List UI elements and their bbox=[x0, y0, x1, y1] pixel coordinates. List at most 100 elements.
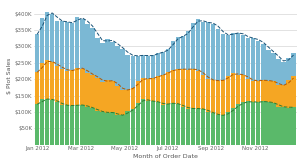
Bar bbox=[241, 75, 245, 102]
Bar bbox=[85, 24, 90, 73]
Bar bbox=[110, 112, 115, 145]
Bar bbox=[136, 103, 140, 145]
Bar bbox=[100, 82, 105, 112]
Bar bbox=[35, 72, 39, 104]
Bar bbox=[75, 68, 79, 105]
Bar bbox=[186, 70, 190, 109]
Bar bbox=[176, 37, 180, 69]
Bar bbox=[95, 38, 100, 78]
Bar bbox=[201, 109, 205, 145]
X-axis label: Month of Order Date: Month of Order Date bbox=[133, 154, 198, 159]
Bar bbox=[150, 55, 155, 78]
Bar bbox=[156, 76, 160, 102]
Bar bbox=[231, 108, 235, 145]
Bar bbox=[171, 70, 175, 103]
Bar bbox=[130, 109, 135, 145]
Bar bbox=[140, 55, 145, 78]
Bar bbox=[236, 104, 240, 145]
Bar bbox=[241, 102, 245, 145]
Bar bbox=[146, 56, 150, 79]
Bar bbox=[161, 105, 165, 145]
Bar bbox=[206, 112, 210, 145]
Bar bbox=[246, 101, 250, 145]
Bar bbox=[176, 104, 180, 145]
Bar bbox=[156, 53, 160, 76]
Bar bbox=[206, 79, 210, 112]
Bar bbox=[221, 35, 225, 80]
Bar bbox=[116, 86, 120, 115]
Bar bbox=[166, 104, 170, 145]
Bar bbox=[60, 105, 64, 145]
Bar bbox=[140, 99, 145, 145]
Bar bbox=[196, 109, 200, 145]
Bar bbox=[65, 22, 69, 71]
Bar bbox=[45, 12, 49, 60]
Bar bbox=[221, 115, 225, 145]
Bar bbox=[150, 78, 155, 101]
Bar bbox=[105, 39, 110, 80]
Bar bbox=[231, 33, 235, 73]
Bar bbox=[156, 102, 160, 145]
Bar bbox=[45, 99, 49, 145]
Bar bbox=[50, 14, 54, 62]
Bar bbox=[40, 99, 44, 145]
Bar bbox=[271, 53, 275, 81]
Bar bbox=[85, 107, 90, 145]
Bar bbox=[216, 115, 220, 145]
Bar bbox=[186, 109, 190, 145]
Bar bbox=[95, 111, 100, 145]
Bar bbox=[161, 52, 165, 75]
Bar bbox=[276, 85, 281, 107]
Bar bbox=[251, 81, 255, 102]
Bar bbox=[85, 73, 90, 107]
Bar bbox=[171, 103, 175, 145]
Bar bbox=[292, 53, 296, 76]
Bar bbox=[271, 81, 275, 103]
Bar bbox=[50, 62, 54, 100]
Bar bbox=[80, 69, 85, 105]
Bar bbox=[226, 35, 230, 76]
Bar bbox=[211, 113, 215, 145]
Bar bbox=[150, 101, 155, 145]
Bar bbox=[75, 105, 79, 145]
Bar bbox=[100, 43, 105, 82]
Bar bbox=[292, 76, 296, 107]
Bar bbox=[196, 19, 200, 71]
Bar bbox=[40, 18, 44, 63]
Bar bbox=[191, 23, 195, 69]
Bar bbox=[70, 106, 74, 145]
Bar bbox=[35, 34, 39, 72]
Bar bbox=[161, 75, 165, 105]
Bar bbox=[281, 107, 286, 145]
Bar bbox=[226, 112, 230, 145]
Bar bbox=[176, 69, 180, 104]
Bar bbox=[281, 85, 286, 107]
Bar bbox=[140, 78, 145, 99]
Bar bbox=[60, 69, 64, 105]
Bar bbox=[120, 90, 125, 115]
Bar bbox=[211, 81, 215, 113]
Bar bbox=[216, 81, 220, 115]
Bar bbox=[105, 80, 110, 113]
Bar bbox=[116, 46, 120, 86]
Bar bbox=[116, 115, 120, 145]
Bar bbox=[256, 81, 261, 102]
Bar bbox=[261, 44, 265, 80]
Bar bbox=[126, 111, 130, 145]
Bar bbox=[166, 49, 170, 72]
Bar bbox=[216, 29, 220, 81]
Bar bbox=[231, 73, 235, 108]
Bar bbox=[271, 103, 275, 145]
Bar bbox=[130, 56, 135, 88]
Bar bbox=[55, 21, 59, 66]
Bar bbox=[95, 78, 100, 111]
Bar bbox=[201, 75, 205, 109]
Bar bbox=[181, 36, 185, 69]
Bar bbox=[100, 112, 105, 145]
Bar bbox=[80, 105, 85, 145]
Bar bbox=[211, 24, 215, 81]
Bar bbox=[266, 102, 271, 145]
Bar bbox=[246, 38, 250, 79]
Bar bbox=[136, 81, 140, 103]
Bar bbox=[276, 59, 281, 85]
